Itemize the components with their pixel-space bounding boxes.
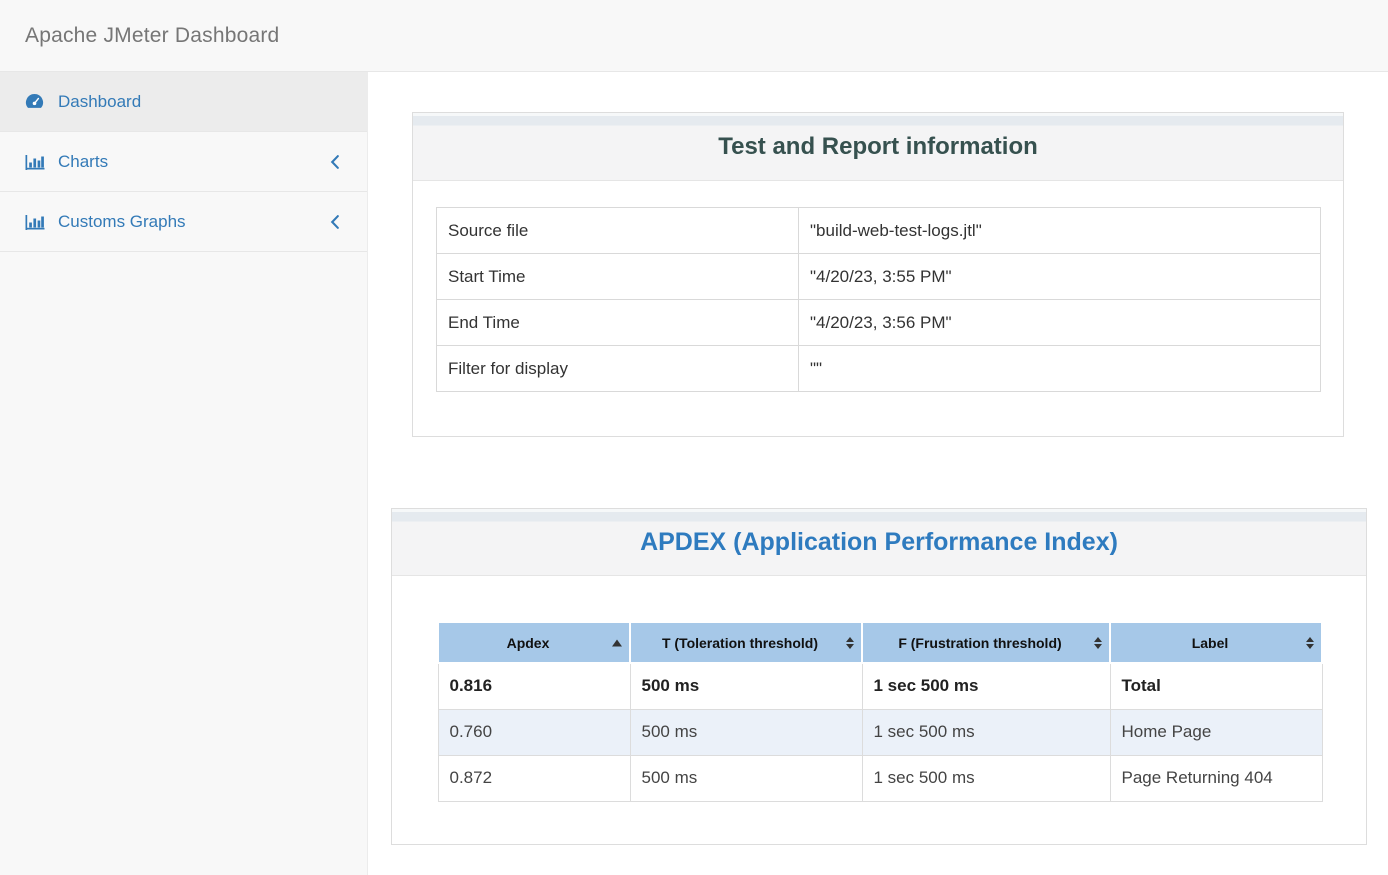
label-value: Total <box>1109 662 1323 710</box>
column-header-label: T (Toleration threshold) <box>661 634 819 651</box>
table-row: 0.816 500 ms 1 sec 500 ms Total <box>437 662 1323 710</box>
apdex-value: 0.816 <box>437 662 631 710</box>
table-row: Filter for display "" <box>436 345 1321 392</box>
info-label: Filter for display <box>436 345 799 392</box>
table-row: End Time "4/20/23, 3:56 PM" <box>436 299 1321 346</box>
apdex-panel-heading: APDEX (Application Performance Index) <box>392 509 1366 576</box>
frustration-value: 1 sec 500 ms <box>861 662 1111 710</box>
label-value: Home Page <box>1109 708 1323 756</box>
sidebar: Dashboard Charts <box>0 72 368 875</box>
sort-asc-icon <box>612 639 622 646</box>
column-header-label: F (Frustration threshold) <box>898 634 1062 651</box>
apdex-panel: APDEX (Application Performance Index) Ap… <box>391 508 1367 845</box>
column-header-frustration[interactable]: F (Frustration threshold) <box>861 623 1111 664</box>
apdex-table: Apdex T (Toleration threshold) F (Frustr… <box>437 623 1323 802</box>
column-header-label-col[interactable]: Label <box>1109 623 1323 664</box>
bar-chart-icon <box>25 214 47 230</box>
apdex-header-row: Apdex T (Toleration threshold) F (Frustr… <box>437 623 1323 664</box>
sidebar-item-customs-graphs[interactable]: Customs Graphs <box>0 192 367 252</box>
info-label: Start Time <box>436 253 799 300</box>
info-value: "build-web-test-logs.jtl" <box>798 207 1321 254</box>
test-info-panel: Test and Report information Source file … <box>412 112 1344 437</box>
info-value: "4/20/23, 3:55 PM" <box>798 253 1321 300</box>
sort-both-icon <box>1306 636 1314 649</box>
sort-both-icon <box>846 636 854 649</box>
test-info-title: Test and Report information <box>718 132 1038 160</box>
frustration-value: 1 sec 500 ms <box>861 754 1111 802</box>
top-navbar: Apache JMeter Dashboard <box>0 0 1388 72</box>
info-value: "4/20/23, 3:56 PM" <box>798 299 1321 346</box>
test-info-panel-heading: Test and Report information <box>413 113 1343 181</box>
sidebar-item-dashboard[interactable]: Dashboard <box>0 72 367 132</box>
toleration-value: 500 ms <box>629 662 863 710</box>
table-row: Start Time "4/20/23, 3:55 PM" <box>436 253 1321 300</box>
table-row: Source file "build-web-test-logs.jtl" <box>436 207 1321 254</box>
column-header-label: Apdex <box>506 634 550 651</box>
table-row: 0.872 500 ms 1 sec 500 ms Page Returning… <box>437 754 1323 802</box>
sidebar-item-label: Dashboard <box>58 91 142 111</box>
apdex-title: APDEX (Application Performance Index) <box>640 527 1118 556</box>
bar-chart-icon <box>25 154 47 170</box>
sidebar-item-label: Charts <box>58 151 109 171</box>
info-label: Source file <box>436 207 799 254</box>
column-header-apdex[interactable]: Apdex <box>437 623 631 664</box>
column-header-label: Label <box>1191 634 1229 651</box>
info-label: End Time <box>436 299 799 346</box>
chevron-left-icon <box>330 214 340 229</box>
sidebar-item-label: Customs Graphs <box>58 211 186 231</box>
table-row: 0.760 500 ms 1 sec 500 ms Home Page <box>437 708 1323 756</box>
apdex-value: 0.872 <box>437 754 631 802</box>
frustration-value: 1 sec 500 ms <box>861 708 1111 756</box>
chevron-left-icon <box>330 154 340 169</box>
toleration-value: 500 ms <box>629 708 863 756</box>
column-header-toleration[interactable]: T (Toleration threshold) <box>629 623 863 664</box>
test-info-table: Source file "build-web-test-logs.jtl" St… <box>436 207 1321 392</box>
app-title: Apache JMeter Dashboard <box>25 23 280 47</box>
apdex-value: 0.760 <box>437 708 631 756</box>
info-value: "" <box>798 345 1321 392</box>
toleration-value: 500 ms <box>629 754 863 802</box>
gauge-icon <box>25 93 47 110</box>
sort-both-icon <box>1094 636 1102 649</box>
sidebar-item-charts[interactable]: Charts <box>0 132 367 192</box>
label-value: Page Returning 404 <box>1109 754 1323 802</box>
